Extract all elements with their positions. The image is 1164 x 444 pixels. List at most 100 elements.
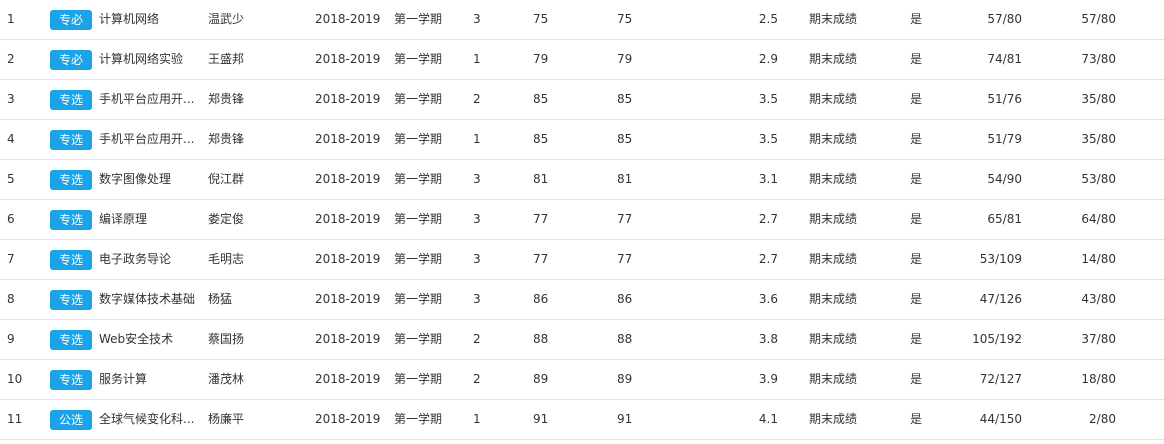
course-name[interactable]: 手机平台应用开... [99, 92, 195, 106]
rank-major: 18/80 [1081, 372, 1116, 386]
teacher-name: 倪江群 [208, 172, 245, 186]
course-type-badge: 专选 [50, 370, 92, 390]
teacher-name: 郑贵锋 [208, 92, 245, 106]
credit: 1 [473, 412, 481, 426]
course-name[interactable]: 手机平台应用开... [99, 132, 195, 146]
course-type-badge: 专选 [50, 290, 92, 310]
teacher-name: 郑贵锋 [208, 132, 245, 146]
academic-year: 2018-2019 [315, 12, 381, 26]
course-name[interactable]: 数字媒体技术基础 [99, 292, 196, 306]
grade-point: 2.7 [758, 212, 778, 226]
grade-point: 3.6 [758, 292, 778, 306]
rank-major: 35/80 [1081, 92, 1116, 106]
pass-flag: 是 [910, 12, 923, 26]
table-row[interactable]: 专选 9 Web安全技术 蔡国扬 2018-2019 第一学期 2 88 88 3.8 期末成绩 是 1… [0, 320, 1164, 360]
rank-major: 14/80 [1081, 252, 1116, 266]
row-index: 1 [7, 12, 15, 26]
row-index: 6 [7, 212, 15, 226]
score-type: 期末成绩 [809, 372, 858, 386]
teacher-name: 潘茂林 [208, 372, 245, 386]
table-row[interactable]: 专选 10 服务计算 潘茂林 2018-2019 第一学期 2 89 89 3.9 期末成绩 是 72/… [0, 360, 1164, 400]
course-name[interactable]: Web安全技术 [99, 332, 174, 346]
rank-major: 73/80 [1081, 52, 1116, 66]
rank-major: 43/80 [1081, 292, 1116, 306]
credit: 2 [473, 92, 481, 106]
table-row[interactable]: 专必 1 计算机网络 温武少 2018-2019 第一学期 3 75 75 2.5 期末成绩 是 57/… [0, 0, 1164, 40]
grade-point: 2.5 [758, 12, 778, 26]
credit: 1 [473, 52, 481, 66]
academic-year: 2018-2019 [315, 92, 381, 106]
teacher-name: 王盛邦 [208, 52, 245, 66]
table-row[interactable]: 专选 3 手机平台应用开... 郑贵锋 2018-2019 第一学期 2 85 85 3.5 期末成… [0, 80, 1164, 120]
course-name[interactable]: 计算机网络实验 [99, 52, 184, 66]
teacher-name: 杨廉平 [208, 412, 245, 426]
score: 85 [533, 132, 549, 146]
table-row[interactable]: 专选 7 电子政务导论 毛明志 2018-2019 第一学期 3 77 77 2.7 期末成绩 是 53… [0, 240, 1164, 280]
semester: 第一学期 [394, 292, 443, 306]
credit: 3 [473, 212, 481, 226]
teacher-name: 毛明志 [208, 252, 245, 266]
row-index: 4 [7, 132, 15, 146]
pass-flag: 是 [910, 412, 923, 426]
rank-class: 105/192 [972, 332, 1022, 346]
course-name[interactable]: 服务计算 [99, 372, 148, 386]
credit: 3 [473, 252, 481, 266]
grade-point: 2.9 [758, 52, 778, 66]
score: 79 [533, 52, 549, 66]
course-type-badge: 专选 [50, 170, 92, 190]
row-index: 2 [7, 52, 15, 66]
semester: 第一学期 [394, 172, 443, 186]
score: 85 [533, 92, 549, 106]
final-score: 88 [617, 332, 633, 346]
table-row[interactable]: 专选 8 数字媒体技术基础 杨猛 2018-2019 第一学期 3 86 86 3.6 期末成绩 是 4… [0, 280, 1164, 320]
grade-point: 3.1 [758, 172, 778, 186]
final-score: 86 [617, 292, 633, 306]
rank-class: 74/81 [987, 52, 1022, 66]
grade-point: 4.1 [758, 412, 778, 426]
table-row[interactable]: 专选 6 编译原理 娄定俊 2018-2019 第一学期 3 77 77 2.7 期末成绩 是 65/8… [0, 200, 1164, 240]
academic-year: 2018-2019 [315, 412, 381, 426]
credit: 3 [473, 172, 481, 186]
semester: 第一学期 [394, 372, 443, 386]
semester: 第一学期 [394, 212, 443, 226]
table-row[interactable]: 专必 2 计算机网络实验 王盛邦 2018-2019 第一学期 1 79 79 2.9 期末成绩 是 7… [0, 40, 1164, 80]
academic-year: 2018-2019 [315, 252, 381, 266]
teacher-name: 温武少 [208, 12, 245, 26]
score: 75 [533, 12, 549, 26]
final-score: 75 [617, 12, 633, 26]
pass-flag: 是 [910, 252, 923, 266]
grade-point: 3.5 [758, 132, 778, 146]
score-type: 期末成绩 [809, 132, 858, 146]
semester: 第一学期 [394, 52, 443, 66]
academic-year: 2018-2019 [315, 332, 381, 346]
table-row[interactable]: 专选 4 手机平台应用开... 郑贵锋 2018-2019 第一学期 1 85 85 3.5 期末成… [0, 120, 1164, 160]
credit: 1 [473, 132, 481, 146]
score-type: 期末成绩 [809, 52, 858, 66]
rank-major: 35/80 [1081, 132, 1116, 146]
teacher-name: 杨猛 [208, 292, 233, 306]
table-row[interactable]: 公选 11 全球气候变化科... 杨廉平 2018-2019 第一学期 1 91 91 4.1 期末… [0, 400, 1164, 440]
grade-point: 3.8 [758, 332, 778, 346]
table-row[interactable]: 专选 5 数字图像处理 倪江群 2018-2019 第一学期 3 81 81 3.1 期末成绩 是 54… [0, 160, 1164, 200]
pass-flag: 是 [910, 92, 923, 106]
row-index: 9 [7, 332, 15, 346]
course-type-badge: 专必 [50, 10, 92, 30]
course-name[interactable]: 编译原理 [99, 212, 148, 226]
course-name[interactable]: 数字图像处理 [99, 172, 172, 186]
row-index: 5 [7, 172, 15, 186]
semester: 第一学期 [394, 412, 443, 426]
semester: 第一学期 [394, 12, 443, 26]
pass-flag: 是 [910, 52, 923, 66]
rank-class: 57/80 [987, 12, 1022, 26]
row-index: 8 [7, 292, 15, 306]
course-name[interactable]: 计算机网络 [99, 12, 160, 26]
rank-class: 51/79 [987, 132, 1022, 146]
course-name[interactable]: 电子政务导论 [99, 252, 172, 266]
score: 81 [533, 172, 549, 186]
teacher-name: 蔡国扬 [208, 332, 245, 346]
rank-class: 72/127 [979, 372, 1022, 386]
final-score: 89 [617, 372, 633, 386]
rank-class: 53/109 [979, 252, 1022, 266]
course-name[interactable]: 全球气候变化科... [99, 412, 195, 426]
